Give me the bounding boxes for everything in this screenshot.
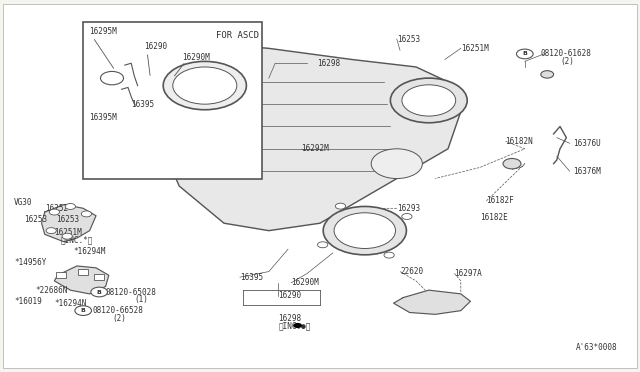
Text: 16251M: 16251M bbox=[54, 228, 82, 237]
Text: *16294N: *16294N bbox=[54, 299, 87, 308]
Polygon shape bbox=[160, 45, 461, 231]
Circle shape bbox=[65, 203, 76, 209]
Text: 16251M: 16251M bbox=[461, 44, 488, 53]
Polygon shape bbox=[54, 266, 109, 294]
Text: Ⓑ: Ⓑ bbox=[99, 288, 104, 296]
Text: (2): (2) bbox=[112, 314, 126, 323]
Circle shape bbox=[503, 158, 521, 169]
Text: B: B bbox=[522, 51, 527, 57]
Circle shape bbox=[371, 149, 422, 179]
Text: 16290M: 16290M bbox=[291, 278, 319, 287]
Text: FOR ASCD: FOR ASCD bbox=[216, 31, 259, 39]
Text: B: B bbox=[97, 289, 102, 295]
Text: Ⓑ: Ⓑ bbox=[83, 306, 88, 315]
Circle shape bbox=[49, 209, 60, 215]
Polygon shape bbox=[42, 205, 96, 242]
Text: 22620: 22620 bbox=[400, 267, 423, 276]
Text: 〈INC.●〉: 〈INC.●〉 bbox=[278, 321, 311, 330]
Circle shape bbox=[390, 78, 467, 123]
Text: *22686N: *22686N bbox=[35, 286, 68, 295]
Circle shape bbox=[91, 287, 108, 297]
Text: 16292M: 16292M bbox=[301, 144, 328, 153]
Circle shape bbox=[75, 306, 92, 315]
Text: 16253: 16253 bbox=[56, 215, 79, 224]
FancyBboxPatch shape bbox=[3, 4, 637, 368]
Circle shape bbox=[317, 242, 328, 248]
Text: 16376U: 16376U bbox=[573, 139, 600, 148]
Text: 〈INC.*〉: 〈INC.*〉 bbox=[61, 235, 93, 244]
Circle shape bbox=[46, 228, 56, 234]
Bar bbox=[83, 22, 262, 179]
Text: 08120-65028: 08120-65028 bbox=[106, 288, 156, 296]
Circle shape bbox=[335, 203, 346, 209]
Circle shape bbox=[173, 67, 237, 104]
Text: 16298: 16298 bbox=[317, 59, 340, 68]
Circle shape bbox=[334, 213, 396, 248]
Text: 16395: 16395 bbox=[131, 100, 154, 109]
Circle shape bbox=[293, 323, 302, 328]
Text: 16295M: 16295M bbox=[90, 27, 117, 36]
Polygon shape bbox=[394, 290, 470, 314]
Text: (2): (2) bbox=[560, 57, 574, 66]
Circle shape bbox=[81, 211, 92, 217]
Text: B: B bbox=[81, 308, 86, 313]
Text: 16182F: 16182F bbox=[486, 196, 514, 205]
Circle shape bbox=[516, 49, 533, 59]
Text: 16290: 16290 bbox=[144, 42, 167, 51]
Text: A'63*0008: A'63*0008 bbox=[576, 343, 618, 352]
Circle shape bbox=[323, 206, 406, 255]
Circle shape bbox=[541, 71, 554, 78]
Text: 16293: 16293 bbox=[397, 204, 420, 213]
Text: 08120-61628: 08120-61628 bbox=[541, 49, 591, 58]
Text: 16298: 16298 bbox=[278, 314, 301, 323]
Text: 16376M: 16376M bbox=[573, 167, 600, 176]
Text: 16182E: 16182E bbox=[480, 213, 508, 222]
Bar bbox=[78, 269, 88, 275]
Text: 16182N: 16182N bbox=[506, 137, 533, 146]
Text: 16395: 16395 bbox=[240, 273, 263, 282]
Text: 16252: 16252 bbox=[45, 204, 68, 213]
Circle shape bbox=[384, 252, 394, 258]
Bar bbox=[56, 272, 66, 278]
Text: *16019: *16019 bbox=[14, 297, 42, 306]
Text: 16297A: 16297A bbox=[454, 269, 482, 278]
Bar bbox=[94, 274, 104, 280]
Text: 08120-66528: 08120-66528 bbox=[93, 306, 143, 315]
Text: 16253: 16253 bbox=[24, 215, 47, 224]
Text: 16395M: 16395M bbox=[90, 113, 117, 122]
Text: (1): (1) bbox=[134, 295, 148, 304]
Text: *16294M: *16294M bbox=[74, 247, 106, 256]
Circle shape bbox=[402, 214, 412, 219]
Circle shape bbox=[163, 61, 246, 110]
Text: *14956Y: *14956Y bbox=[14, 258, 47, 267]
Text: VG30: VG30 bbox=[14, 198, 33, 207]
Circle shape bbox=[62, 233, 72, 239]
Circle shape bbox=[402, 85, 456, 116]
Text: 16290M: 16290M bbox=[182, 53, 210, 62]
Text: 16253: 16253 bbox=[397, 35, 420, 44]
Text: 16290: 16290 bbox=[278, 291, 301, 300]
